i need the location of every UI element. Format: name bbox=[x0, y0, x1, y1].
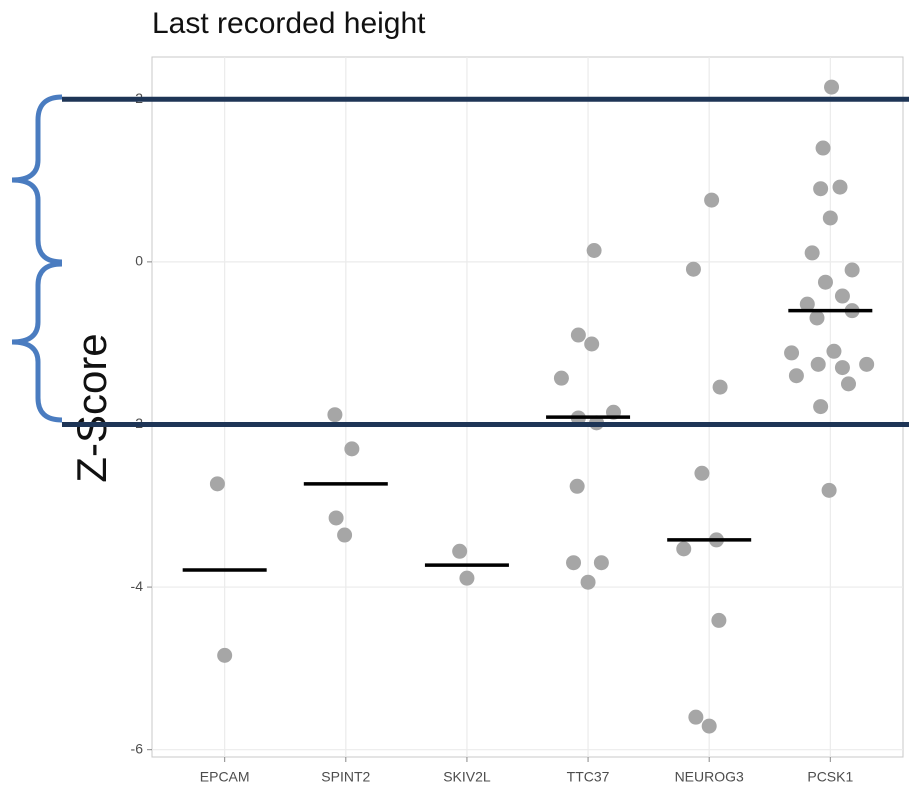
point bbox=[570, 327, 586, 343]
x-tick-label: SKIV2L bbox=[443, 769, 491, 785]
x-tick-label: EPCAM bbox=[200, 769, 250, 785]
point bbox=[711, 612, 727, 628]
point bbox=[584, 336, 600, 352]
point bbox=[327, 407, 343, 423]
point bbox=[784, 345, 800, 361]
point bbox=[824, 79, 840, 95]
point bbox=[826, 343, 842, 359]
point bbox=[704, 192, 720, 208]
y-axis-label: Z-Score bbox=[68, 333, 115, 482]
y-tick-label: -4 bbox=[131, 578, 144, 594]
point bbox=[788, 368, 804, 384]
point bbox=[834, 360, 850, 376]
point bbox=[840, 376, 856, 392]
panel-border bbox=[151, 56, 904, 758]
point bbox=[566, 555, 582, 571]
point bbox=[217, 647, 233, 663]
point bbox=[815, 140, 831, 156]
point bbox=[813, 399, 829, 415]
chart-title: Last recorded height bbox=[152, 7, 426, 40]
y-tick-label: 0 bbox=[135, 253, 143, 269]
point bbox=[694, 465, 710, 481]
point bbox=[799, 296, 815, 312]
y-tick-label: -6 bbox=[131, 740, 144, 756]
point bbox=[712, 379, 728, 395]
point bbox=[553, 370, 569, 386]
point bbox=[459, 570, 475, 586]
x-tick-label: NEUROG3 bbox=[675, 769, 744, 785]
point bbox=[859, 356, 875, 372]
x-tick-label: PCSK1 bbox=[807, 769, 853, 785]
brace bbox=[11, 261, 63, 423]
point bbox=[813, 181, 829, 197]
point bbox=[822, 210, 838, 226]
x-tick-label: TTC37 bbox=[567, 769, 610, 785]
point bbox=[569, 478, 585, 494]
point bbox=[337, 527, 353, 543]
point bbox=[804, 245, 820, 261]
point bbox=[593, 555, 609, 571]
point bbox=[580, 574, 596, 590]
point bbox=[834, 288, 850, 304]
point bbox=[821, 482, 837, 498]
point bbox=[688, 709, 704, 725]
point bbox=[452, 543, 468, 559]
brace bbox=[11, 94, 63, 265]
point bbox=[809, 310, 825, 326]
x-tick-label: SPINT2 bbox=[321, 769, 370, 785]
point bbox=[328, 510, 344, 526]
point bbox=[810, 356, 826, 372]
point bbox=[832, 179, 848, 195]
point bbox=[817, 274, 833, 290]
point bbox=[676, 541, 692, 557]
point bbox=[209, 476, 225, 492]
point bbox=[701, 718, 717, 734]
point bbox=[344, 441, 360, 457]
point bbox=[685, 261, 701, 277]
point bbox=[586, 242, 602, 258]
point bbox=[844, 262, 860, 278]
